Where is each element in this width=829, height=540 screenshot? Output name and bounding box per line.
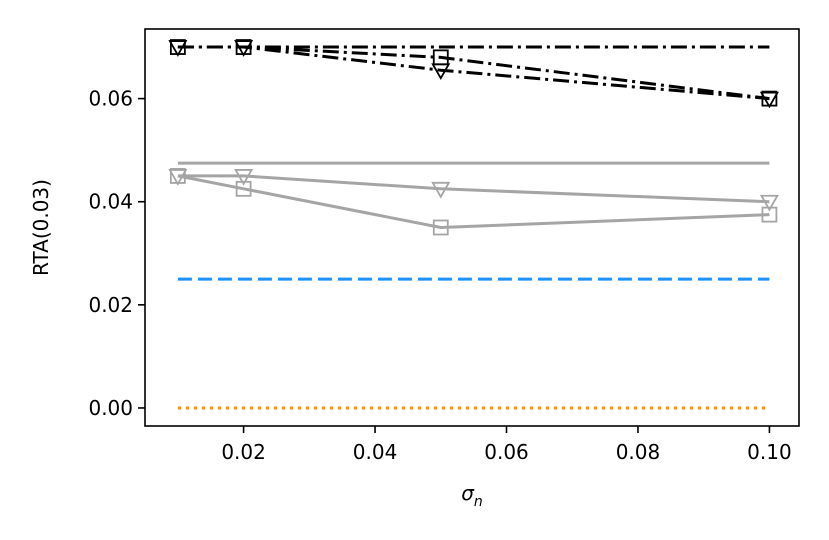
y-tick-label: 0.06 xyxy=(88,87,133,111)
series-layer xyxy=(177,45,770,410)
y-tick-label: 0.00 xyxy=(88,396,133,420)
series-6-point xyxy=(432,219,449,236)
x-axis-label-symbol: σ xyxy=(461,481,475,505)
marker-layer xyxy=(168,39,779,236)
series-5-point xyxy=(168,169,188,186)
series-6-line xyxy=(177,174,770,230)
series-5-point xyxy=(759,194,779,212)
x-tick-label: 0.06 xyxy=(484,440,529,464)
x-tick-label: 0.02 xyxy=(221,440,266,464)
x-tick-label: 0.08 xyxy=(616,440,661,464)
series-3-line xyxy=(177,45,770,101)
y-tick-label: 0.04 xyxy=(88,190,133,214)
series-3-point xyxy=(168,40,188,57)
series-3-point xyxy=(759,91,779,109)
series-6-point xyxy=(169,168,186,184)
series-3-point xyxy=(431,63,451,81)
series-5-point xyxy=(234,169,254,186)
x-axis-ticks: 0.02 0.04 0.06 0.08 0.10 xyxy=(221,426,792,464)
y-tick-label: 0.02 xyxy=(88,293,133,317)
x-axis-label-subscript: n xyxy=(474,494,483,510)
y-axis-label: RTA(0.03) xyxy=(29,179,53,276)
x-tick-label: 0.10 xyxy=(747,440,792,464)
series-6-point xyxy=(235,180,252,197)
x-tick-label: 0.04 xyxy=(353,440,398,464)
series-3-point xyxy=(234,40,254,57)
y-axis-ticks: 0.00 0.02 0.04 0.06 xyxy=(88,87,145,420)
series-5-line xyxy=(177,174,770,204)
series-5-point xyxy=(431,181,451,199)
series-6-point xyxy=(761,206,778,223)
plot-frame xyxy=(144,28,800,427)
x-axis-label: σn xyxy=(461,481,483,510)
